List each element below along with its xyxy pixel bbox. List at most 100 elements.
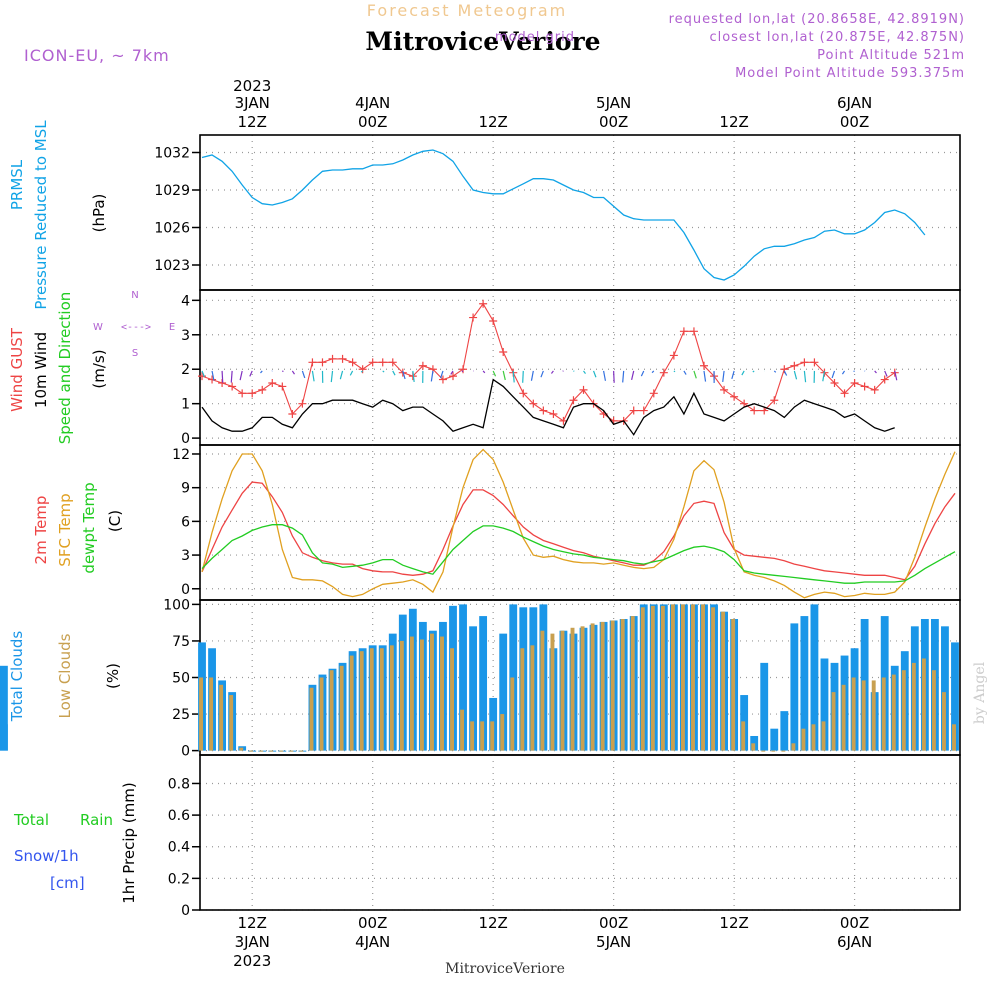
y-tick-label: 100 — [163, 597, 190, 613]
gust-marker — [208, 375, 217, 384]
closest-coords-prefix: model grid — [495, 30, 575, 45]
gust-marker — [388, 358, 397, 367]
total-cloud-bar — [499, 633, 508, 751]
y-tick-label: 0 — [181, 903, 190, 919]
wind-direction-arrow — [651, 370, 655, 374]
gust-marker — [629, 406, 638, 415]
wind-direction-arrow — [583, 370, 586, 374]
wind-direction-arrow — [773, 370, 777, 373]
point-altitude: Point Altitude 521m — [817, 48, 965, 63]
pressure-label-msl: Pressure Reduced to MSL — [32, 120, 50, 310]
total-cloud-bar — [0, 724, 8, 751]
wind-direction-arrow — [392, 370, 396, 376]
gust-marker — [880, 375, 889, 384]
series-line-10m-wind — [201, 378, 895, 436]
temp-dewpt-label: dewpt Temp — [80, 482, 98, 573]
total-cloud-bar — [780, 711, 789, 751]
low-cloud-bar — [831, 692, 836, 751]
wind-direction-arrow — [853, 370, 855, 373]
low-cloud-bar — [349, 655, 354, 751]
gust-marker — [288, 410, 297, 418]
gust-marker — [358, 365, 367, 374]
gust-marker — [348, 358, 357, 367]
wind-ylabel: Wind GUST 10m Wind Speed and Direction (… — [8, 292, 108, 445]
low-cloud-bar — [209, 677, 214, 751]
low-cloud-bar — [771, 750, 776, 752]
total-cloud-bar — [810, 604, 819, 751]
wind-unit: (m/s) — [90, 349, 108, 388]
low-cloud-bar — [490, 721, 495, 751]
compass-w: W — [93, 322, 103, 333]
low-cloud-bar — [259, 750, 264, 752]
low-cloud-bar — [460, 709, 465, 751]
low-cloud-bar — [199, 677, 204, 751]
low-cloud-bar — [751, 743, 756, 751]
gust-marker — [368, 358, 377, 367]
total-cloud-bar — [820, 658, 829, 751]
wind-direction-arrow — [752, 370, 755, 373]
total-cloud-bar — [479, 616, 488, 751]
low-cloud-bar — [440, 636, 444, 751]
closest-coords: closest lon,lat (20.875E, 42.875N) — [709, 30, 965, 45]
gust-marker — [720, 385, 729, 394]
low-cloud-bar — [620, 619, 625, 751]
pressure-label-prmsl: PRMSL — [8, 159, 26, 210]
wind-direction-arrow — [249, 370, 253, 377]
wind-direction-arrow — [683, 370, 687, 375]
clouds-ylabel: Total Clouds Low Clouds (%) — [8, 631, 122, 723]
wind-direction-arrow — [722, 370, 725, 382]
wind-direction-arrow — [402, 370, 406, 380]
top-hour-label: 00Z — [599, 113, 628, 131]
low-cloud-bar — [721, 611, 726, 751]
y-tick-label: 2 — [181, 362, 190, 378]
low-cloud-bar — [761, 750, 766, 752]
temp-unit: (C) — [106, 510, 124, 532]
gust-marker — [850, 379, 859, 387]
low-cloud-bar — [309, 687, 314, 751]
gust-marker — [238, 389, 247, 398]
wind-direction-arrow — [783, 370, 788, 376]
low-cloud-bar — [711, 607, 716, 751]
gust-marker — [318, 358, 327, 367]
wind-direction-arrow — [841, 370, 846, 375]
wind-direction-arrow — [831, 370, 836, 379]
wind-direction-arrow — [822, 370, 826, 382]
precip-ylabel: Total Rain Snow/1h [cm] 1hr Precip (mm) — [13, 782, 138, 903]
wind-direction-arrow — [239, 370, 243, 381]
wind-direction-arrow — [603, 370, 607, 381]
panel-wind: 0 1 2 3 4 — [181, 289, 961, 447]
top-date-label: 3JAN — [235, 94, 270, 112]
series-line-wind-gust — [201, 302, 896, 422]
low-cloud-bar — [881, 677, 886, 751]
gust-marker — [649, 389, 658, 398]
wind-direction-arrow — [349, 370, 354, 376]
compass-s: S — [132, 348, 138, 359]
product-title: Forecast Meteogram — [367, 1, 567, 20]
total-cloud-bar — [770, 728, 779, 751]
bottom-year-label: 2023 — [233, 952, 271, 970]
gust-marker — [539, 406, 548, 415]
low-cloud-bar — [921, 658, 926, 751]
top-hour-label: 12Z — [238, 113, 267, 131]
gust-marker — [268, 379, 277, 387]
wind-direction-arrow — [884, 370, 888, 377]
gust-marker — [830, 379, 839, 387]
precip-total-label: Total — [13, 811, 49, 829]
bottom-hour-label: 00Z — [358, 914, 387, 932]
low-cloud-bar — [450, 648, 454, 751]
low-cloud-bar — [901, 670, 906, 751]
gust-marker — [639, 406, 648, 415]
low-cloud-bar — [530, 645, 535, 751]
gust-marker — [519, 389, 528, 398]
gust-marker — [378, 358, 387, 367]
precip-snow-label: Snow/1h — [14, 847, 79, 865]
low-cloud-bar — [560, 630, 565, 751]
y-tick-label: 0.8 — [168, 776, 190, 792]
wind-direction-arrow — [440, 370, 444, 379]
low-cloud-bar — [791, 743, 796, 751]
low-clouds-label: Low Clouds — [56, 633, 74, 718]
total-clouds-label: Total Clouds — [8, 631, 26, 723]
wind-direction-arrow — [311, 370, 315, 382]
wind-direction-arrow — [874, 370, 877, 374]
